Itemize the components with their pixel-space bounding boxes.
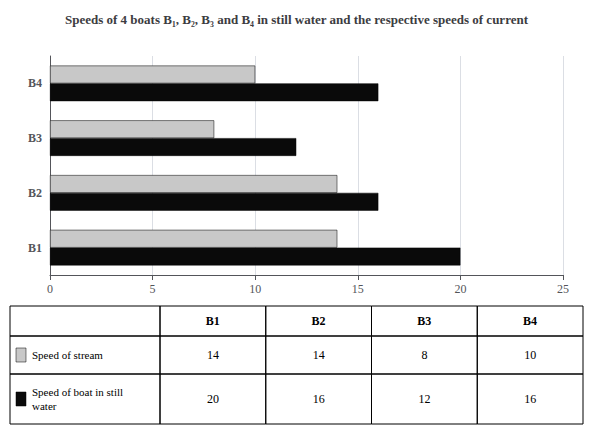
svg-text:B4: B4 [28,76,42,90]
svg-text:water: water [32,400,57,412]
svg-text:Speed of boat in still: Speed of boat in still [32,386,126,398]
svg-text:20: 20 [207,392,219,406]
svg-text:14: 14 [313,348,325,362]
svg-text:10: 10 [249,282,261,296]
svg-text:B3: B3 [28,131,42,145]
svg-text:B2: B2 [28,186,42,200]
svg-text:16: 16 [313,392,325,406]
svg-text:B1: B1 [206,314,220,328]
svg-text:Speed of stream: Speed of stream [32,349,103,361]
svg-text:0: 0 [47,282,53,296]
svg-text:14: 14 [207,348,219,362]
svg-text:8: 8 [421,348,427,362]
svg-text:B1: B1 [28,241,42,255]
svg-text:10: 10 [524,348,536,362]
svg-text:20: 20 [454,282,466,296]
svg-text:25: 25 [557,282,569,296]
svg-text:12: 12 [418,392,430,406]
svg-text:B4: B4 [523,314,537,328]
svg-text:15: 15 [352,282,364,296]
svg-text:Speeds of 4 boats B₁, B₂, B₃ a: Speeds of 4 boats B₁, B₂, B₃ and B₄ in s… [65,12,529,27]
svg-text:B3: B3 [417,314,431,328]
svg-text:16: 16 [524,392,536,406]
svg-text:5: 5 [150,282,156,296]
svg-text:B2: B2 [312,314,326,328]
